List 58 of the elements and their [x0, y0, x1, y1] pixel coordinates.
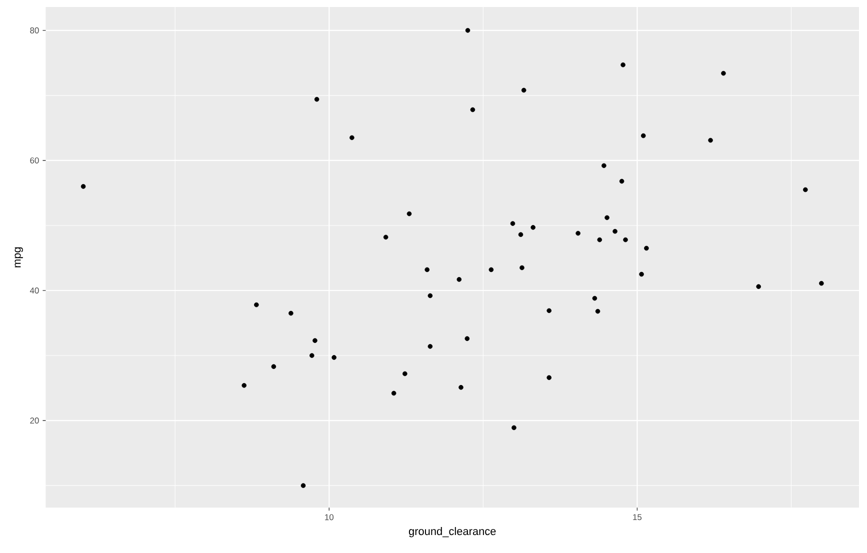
point — [612, 228, 618, 234]
point — [80, 184, 86, 189]
point — [312, 338, 318, 343]
point — [644, 246, 649, 251]
point — [314, 96, 320, 102]
point — [271, 364, 276, 369]
point — [640, 133, 646, 138]
point — [639, 272, 644, 277]
point — [464, 336, 470, 342]
point — [456, 277, 462, 282]
point — [402, 371, 408, 376]
point — [604, 215, 610, 220]
point — [819, 280, 824, 286]
point — [350, 135, 354, 140]
point — [576, 230, 580, 236]
point — [428, 344, 433, 349]
point — [300, 483, 306, 488]
point — [602, 163, 606, 168]
point — [592, 296, 598, 301]
point — [521, 88, 526, 93]
y-tick-label: 80 — [30, 27, 39, 34]
y-tick-label: 60 — [30, 157, 39, 164]
point — [546, 375, 552, 380]
y-tick-label: 20 — [30, 418, 39, 424]
point — [470, 107, 476, 112]
point — [512, 425, 516, 430]
point — [488, 267, 494, 272]
point — [428, 293, 433, 298]
point — [383, 234, 388, 240]
x-tick-label: 10 — [325, 514, 334, 520]
point — [595, 308, 600, 314]
point — [721, 70, 726, 76]
point — [465, 28, 470, 33]
point — [546, 308, 552, 314]
point — [254, 302, 259, 308]
point — [424, 267, 430, 272]
point — [510, 221, 516, 226]
point — [623, 237, 628, 242]
x-axis-title: ground_clearance — [408, 527, 496, 538]
point — [619, 178, 624, 184]
point — [332, 355, 336, 360]
point — [756, 284, 761, 289]
point — [803, 187, 808, 192]
point — [520, 265, 524, 270]
point — [530, 225, 536, 230]
point — [620, 62, 626, 68]
x-tick-label: 15 — [633, 514, 642, 520]
point — [391, 390, 396, 396]
y-tick-label: 40 — [30, 288, 39, 294]
point — [708, 138, 713, 143]
point — [518, 232, 524, 237]
y-axis-title: mpg — [14, 247, 23, 268]
point — [406, 211, 412, 216]
point — [309, 353, 314, 358]
point — [458, 384, 464, 390]
point — [242, 383, 247, 388]
point — [597, 237, 602, 242]
point — [288, 310, 294, 316]
